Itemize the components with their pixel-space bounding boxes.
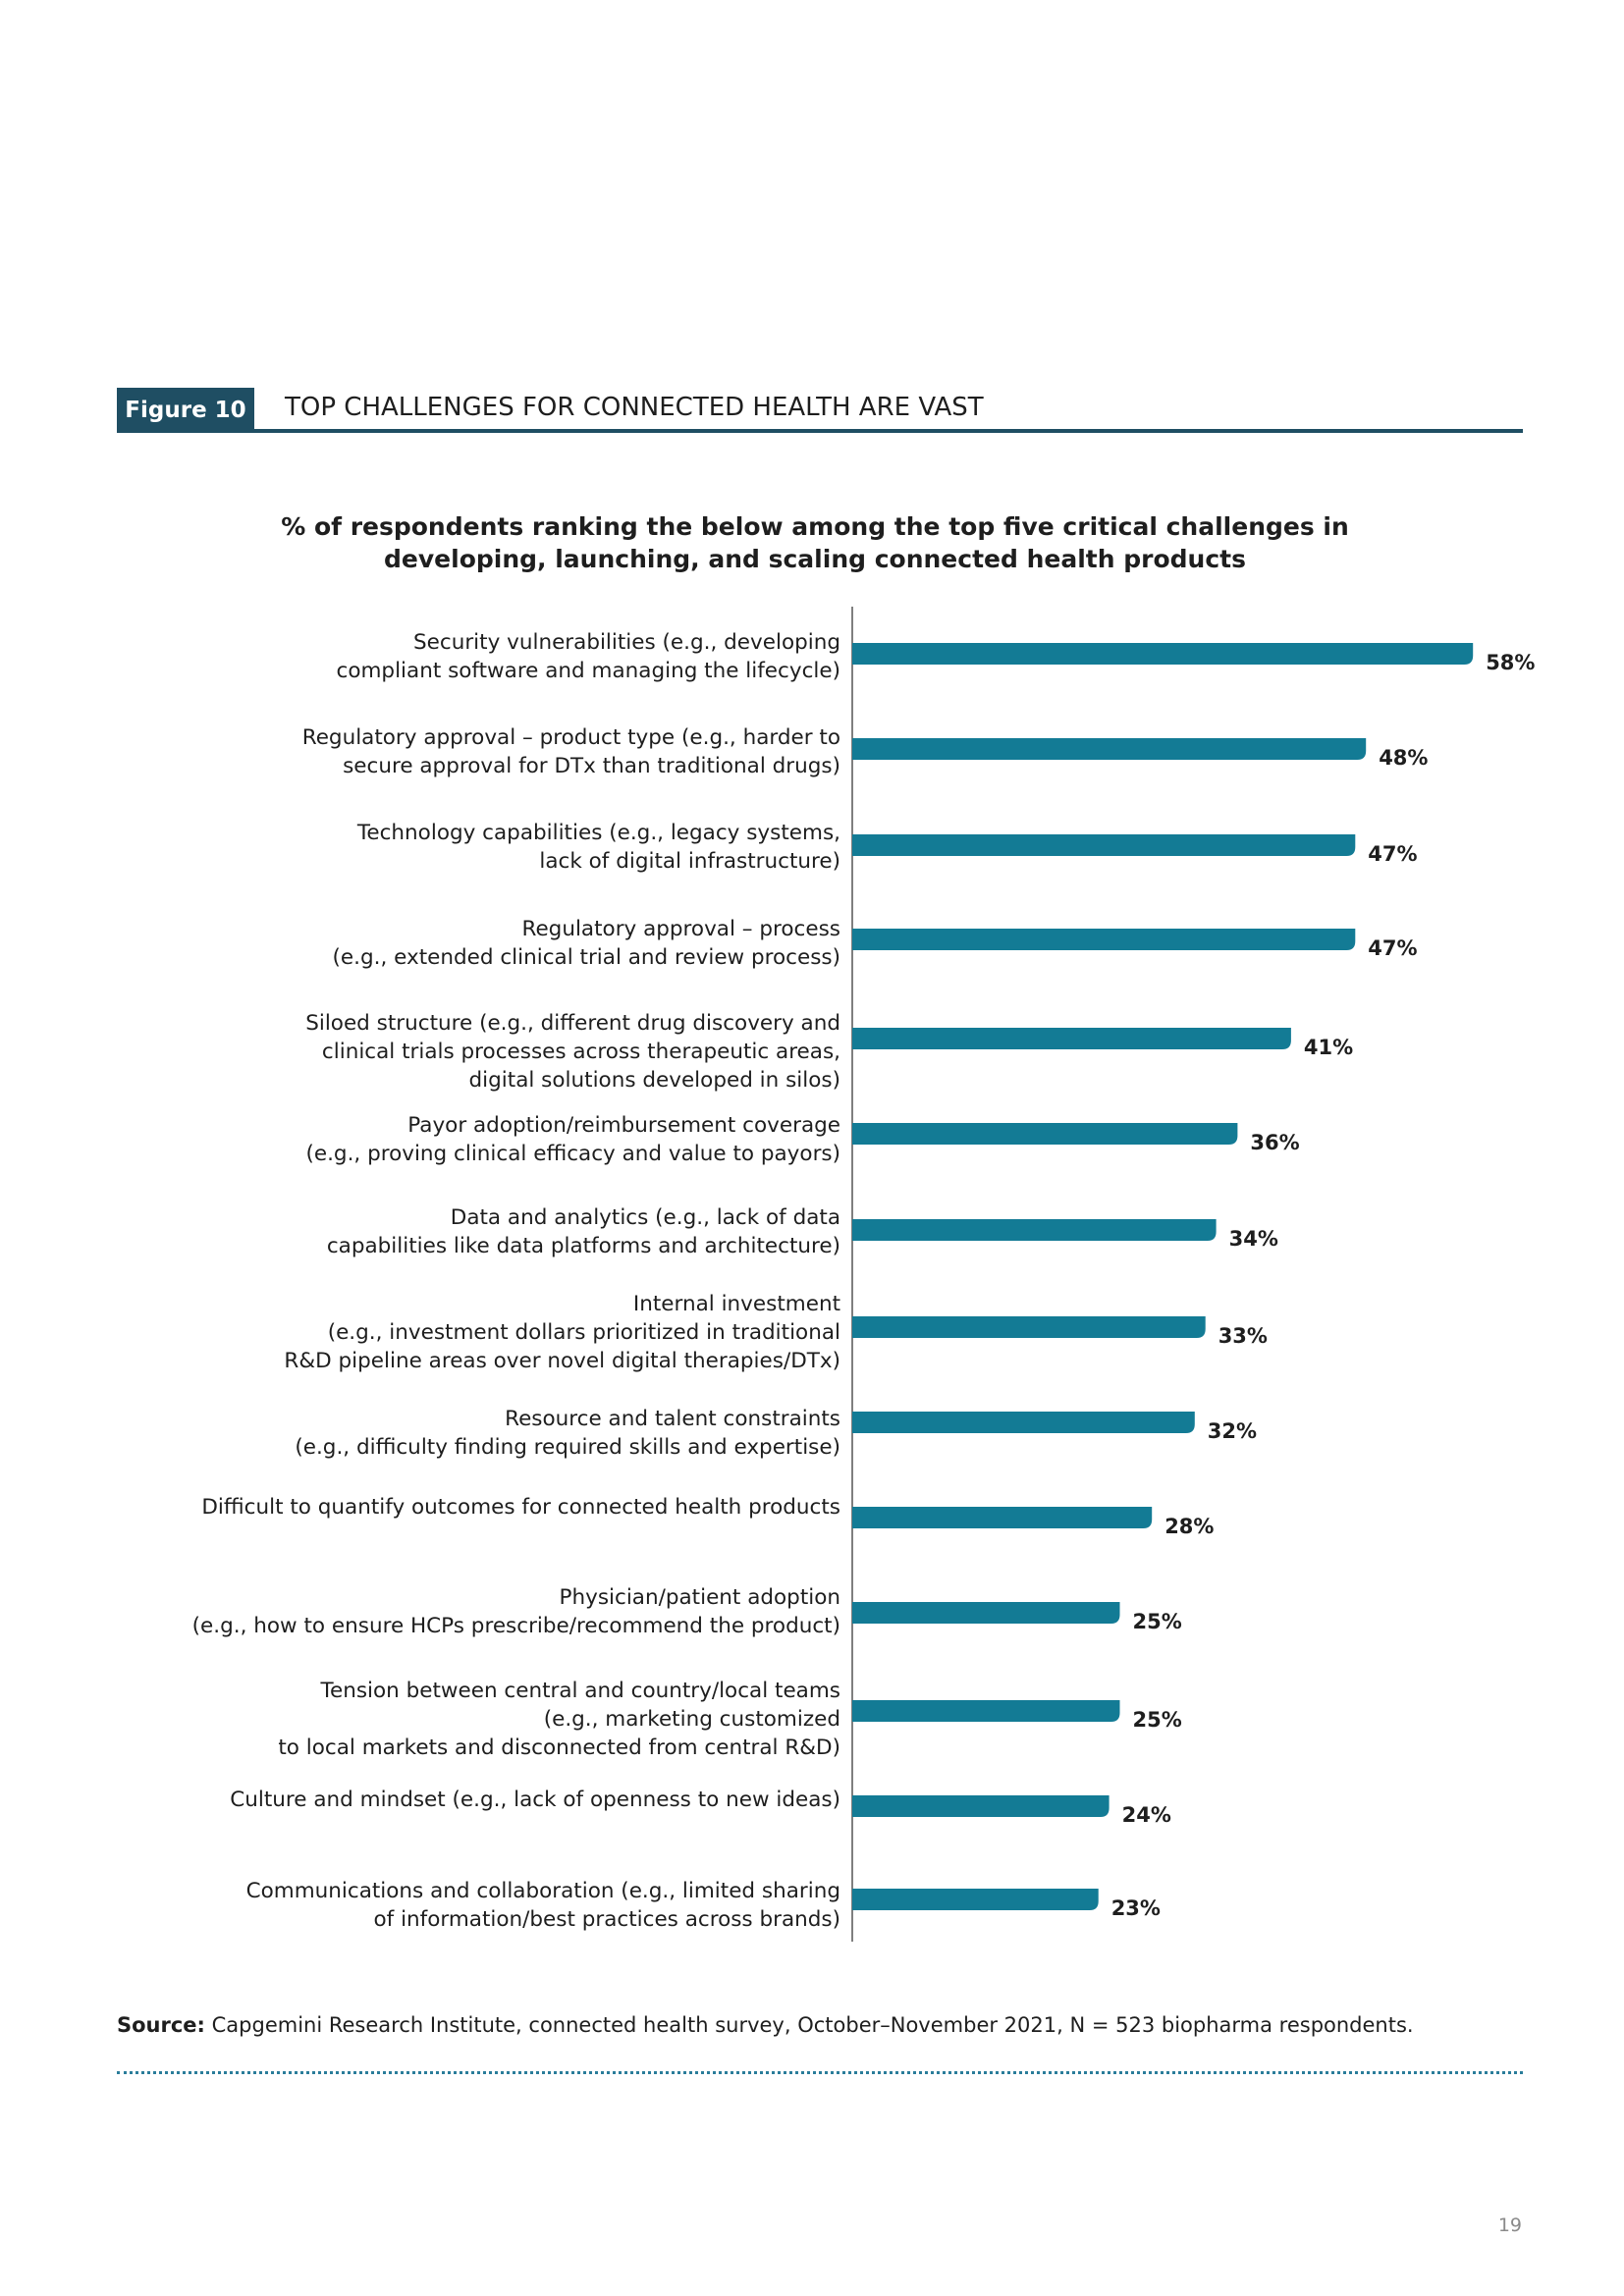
source-text: Capgemini Research Institute, connected … [204, 2013, 1414, 2037]
category-label-7: Data and analytics (e.g., lack of data ca… [327, 1205, 840, 1258]
dotted-divider [117, 2071, 1523, 2074]
category-label-6: Payor adoption/reimbursement coverage (e.… [305, 1113, 840, 1166]
value-label-8: 33% [1218, 1324, 1268, 1348]
bar-9 [852, 1412, 1195, 1433]
category-label-11: Physician/patient adoption (e.g., how to … [192, 1585, 840, 1638]
bar-5 [852, 1028, 1291, 1049]
value-label-9: 32% [1208, 1419, 1257, 1443]
figure-header: Figure 10 TOP CHALLENGES FOR CONNECTED H… [117, 388, 1523, 433]
value-label-14: 23% [1111, 1896, 1161, 1920]
value-label-1: 58% [1486, 651, 1535, 674]
value-label-4: 47% [1368, 936, 1417, 960]
bar-7 [852, 1219, 1217, 1241]
source-note: Source: Capgemini Research Institute, co… [117, 2013, 1523, 2037]
category-label-2: Regulatory approval – product type (e.g.… [302, 725, 840, 778]
chart-title: % of respondents ranking the below among… [281, 512, 1349, 573]
value-label-12: 25% [1133, 1708, 1182, 1732]
category-label-3: Technology capabilities (e.g., legacy sy… [356, 821, 840, 874]
value-label-7: 34% [1229, 1227, 1278, 1251]
value-label-13: 24% [1122, 1803, 1171, 1827]
category-label-4: Regulatory approval – process (e.g., exte… [333, 917, 840, 970]
bar-13 [852, 1795, 1110, 1817]
category-label-14: Communications and collaboration (e.g., … [246, 1879, 840, 1932]
page-number: 19 [1497, 2215, 1522, 2236]
bar-12 [852, 1700, 1120, 1722]
bar-14 [852, 1889, 1099, 1910]
category-label-8: Internal investment (e.g., investment dol… [284, 1292, 840, 1373]
figure-header-rule [254, 429, 1523, 433]
value-label-5: 41% [1304, 1036, 1353, 1059]
bar-1 [852, 643, 1474, 665]
category-label-1: Security vulnerabilities (e.g., developi… [337, 630, 841, 683]
bar-10 [852, 1507, 1153, 1528]
value-label-10: 28% [1164, 1515, 1214, 1538]
value-label-6: 36% [1250, 1131, 1299, 1154]
category-label-12: Tension between central and country/loca… [278, 1679, 840, 1760]
bar-6 [852, 1123, 1238, 1145]
bar-8 [852, 1316, 1206, 1338]
figure-tag: Figure 10 [117, 388, 254, 433]
bar-2 [852, 738, 1367, 760]
bar-3 [852, 834, 1356, 856]
value-label-11: 25% [1133, 1610, 1182, 1633]
bar-4 [852, 929, 1356, 950]
source-label: Source: [117, 2013, 205, 2037]
category-label-9: Resource and talent constraints (e.g., di… [295, 1407, 840, 1460]
bar-chart: 58% Security vulnerabilities (e.g., devel… [192, 607, 1535, 1942]
value-label-3: 47% [1368, 842, 1417, 866]
figure-title: TOP CHALLENGES FOR CONNECTED HEALTH ARE … [285, 393, 984, 422]
bar-11 [852, 1602, 1120, 1624]
category-label-13: Culture and mindset (e.g., lack of openn… [230, 1788, 840, 1812]
category-label-10: Difficult to quantify outcomes for conne… [201, 1495, 840, 1520]
value-label-2: 48% [1379, 746, 1428, 770]
category-label-5: Siloed structure (e.g., different drug d… [305, 1011, 840, 1093]
